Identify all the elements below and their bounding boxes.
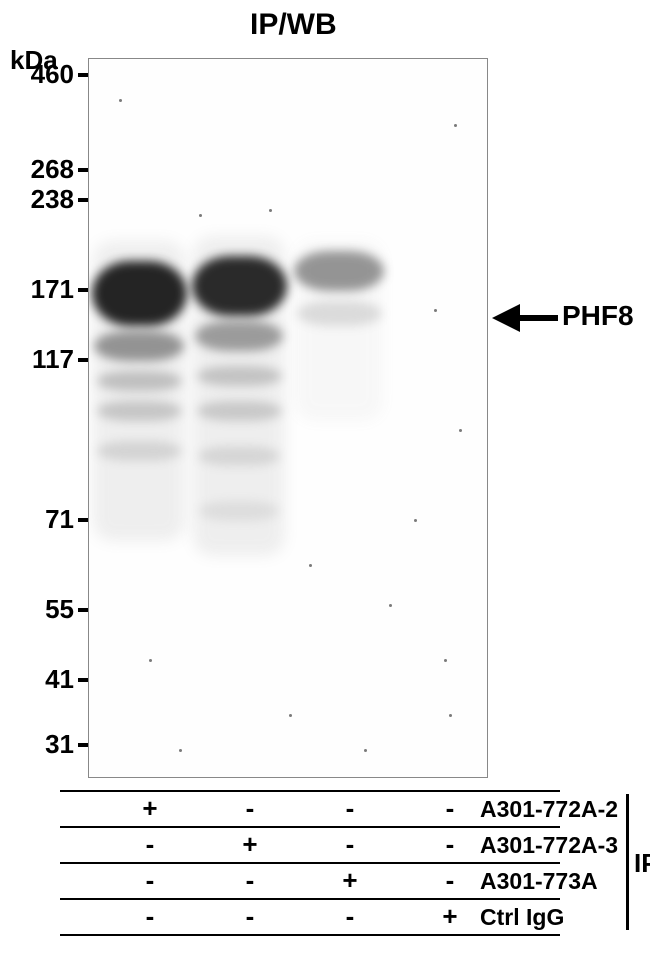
ip-bracket-line bbox=[626, 794, 629, 930]
noise-speckle bbox=[434, 309, 437, 312]
protein-band bbox=[94, 331, 184, 361]
ip-cell: - bbox=[100, 865, 200, 896]
mw-label: 31 bbox=[14, 729, 74, 760]
protein-band bbox=[197, 401, 282, 421]
western-blot-figure: IP/WB kDa 46026823817111771554131 PHF8 +… bbox=[0, 0, 650, 960]
noise-speckle bbox=[119, 99, 122, 102]
noise-speckle bbox=[179, 749, 182, 752]
ip-row-separator bbox=[60, 826, 560, 828]
ip-cell: - bbox=[200, 901, 300, 932]
noise-speckle bbox=[454, 124, 457, 127]
protein-band bbox=[199, 501, 279, 521]
noise-speckle bbox=[289, 714, 292, 717]
ip-cell: - bbox=[100, 901, 200, 932]
mw-label: 117 bbox=[14, 344, 74, 375]
figure-title: IP/WB bbox=[250, 8, 337, 42]
ip-row-separator bbox=[60, 898, 560, 900]
noise-speckle bbox=[149, 659, 152, 662]
ip-cell: + bbox=[200, 829, 300, 860]
mw-label: 171 bbox=[14, 274, 74, 305]
ip-antibody-label: Ctrl IgG bbox=[480, 904, 564, 931]
ip-side-label: IP bbox=[634, 848, 650, 879]
mw-label: 460 bbox=[14, 59, 74, 90]
protein-band bbox=[197, 366, 282, 386]
ip-row-separator bbox=[60, 934, 560, 936]
mw-label: 41 bbox=[14, 664, 74, 695]
ip-row-separator bbox=[60, 862, 560, 864]
protein-band bbox=[97, 371, 182, 391]
mw-label: 238 bbox=[14, 184, 74, 215]
noise-speckle bbox=[449, 714, 452, 717]
blot-membrane bbox=[88, 58, 488, 778]
ip-cell: - bbox=[300, 793, 400, 824]
ip-cell: - bbox=[200, 865, 300, 896]
noise-speckle bbox=[444, 659, 447, 662]
noise-speckle bbox=[269, 209, 272, 212]
mw-label: 268 bbox=[14, 154, 74, 185]
protein-band bbox=[97, 441, 182, 461]
ip-cell: - bbox=[100, 829, 200, 860]
ip-antibody-label: A301-773A bbox=[480, 868, 598, 895]
target-arrow-line bbox=[518, 315, 558, 321]
ip-cell: - bbox=[200, 793, 300, 824]
noise-speckle bbox=[309, 564, 312, 567]
protein-band bbox=[294, 251, 384, 291]
protein-band bbox=[192, 256, 287, 316]
ip-antibody-label: A301-772A-3 bbox=[480, 832, 618, 859]
protein-band bbox=[297, 301, 382, 326]
noise-speckle bbox=[364, 749, 367, 752]
ip-cell: - bbox=[300, 829, 400, 860]
ip-cell: + bbox=[100, 793, 200, 824]
protein-band bbox=[97, 401, 182, 421]
ip-cell: - bbox=[300, 901, 400, 932]
noise-speckle bbox=[389, 604, 392, 607]
mw-label: 71 bbox=[14, 504, 74, 535]
noise-speckle bbox=[414, 519, 417, 522]
ip-cell: + bbox=[300, 865, 400, 896]
target-arrow-head-icon bbox=[492, 304, 520, 332]
noise-speckle bbox=[199, 214, 202, 217]
mw-label: 55 bbox=[14, 594, 74, 625]
ip-row-separator bbox=[60, 790, 560, 792]
protein-band bbox=[195, 321, 283, 351]
protein-band bbox=[198, 446, 280, 466]
ip-antibody-label: A301-772A-2 bbox=[480, 796, 618, 823]
target-protein-label: PHF8 bbox=[562, 300, 634, 332]
noise-speckle bbox=[459, 429, 462, 432]
protein-band bbox=[92, 261, 187, 326]
